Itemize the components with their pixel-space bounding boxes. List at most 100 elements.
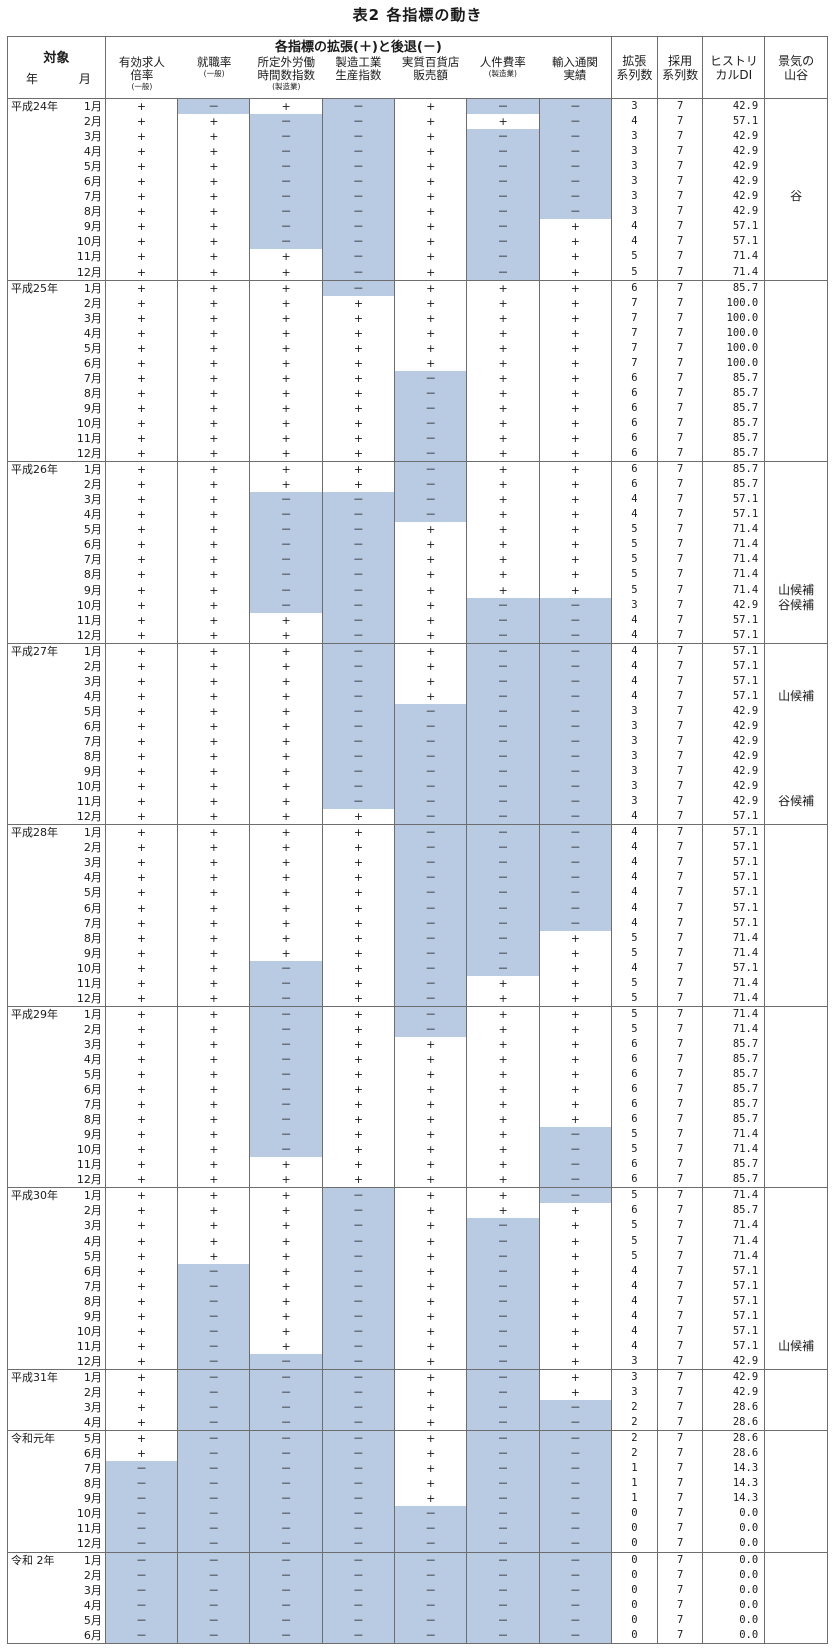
row-month: 11月 bbox=[69, 612, 106, 628]
row-year: 令和 2年 bbox=[7, 1551, 70, 1568]
peak-trough-mark bbox=[764, 1567, 828, 1583]
indicator-sign-cell: + bbox=[104, 1218, 179, 1234]
indicator-sign-cell: + bbox=[249, 415, 323, 432]
indicator-sign-cell: + bbox=[321, 809, 396, 825]
row-year bbox=[7, 385, 70, 401]
indicator-sign-cell: － bbox=[466, 1476, 540, 1492]
expansion-count: 0 bbox=[611, 1582, 658, 1598]
indicator-sign-cell: － bbox=[538, 627, 613, 644]
expansion-count: 4 bbox=[611, 673, 658, 689]
row-month: 3月 bbox=[69, 855, 106, 871]
indicator-sign-cell: － bbox=[321, 794, 396, 810]
indicator-sign-cell: + bbox=[321, 400, 396, 416]
indicator-sign-cell: + bbox=[394, 114, 468, 130]
indicator-sign-cell: － bbox=[249, 1506, 323, 1522]
expansion-count: 4 bbox=[611, 855, 658, 871]
row-year bbox=[7, 567, 70, 583]
row-month: 1月 bbox=[69, 1187, 106, 1204]
row-month: 9月 bbox=[69, 1127, 106, 1143]
table-row: 4月 + + －－－ + +4 7 57.1 bbox=[7, 507, 828, 523]
indicator-sign-cell: + bbox=[104, 340, 179, 356]
indicator-sign-cell: － bbox=[466, 642, 540, 659]
row-month: 10月 bbox=[69, 597, 106, 613]
indicator-sign-cell: + bbox=[321, 325, 396, 341]
expansion-count: 5 bbox=[611, 1187, 658, 1204]
peak-trough-mark bbox=[764, 144, 828, 160]
indicator-sign-cell: － bbox=[394, 794, 468, 810]
indicator-sign-cell: + bbox=[177, 627, 251, 644]
indicator-sign-cell: + bbox=[177, 779, 251, 795]
row-year bbox=[7, 1612, 70, 1628]
row-year: 平成25年 bbox=[7, 279, 70, 296]
indicator-sign-cell: + bbox=[466, 340, 540, 356]
expansion-count: 6 bbox=[611, 1203, 658, 1219]
peak-trough-mark bbox=[764, 355, 828, 371]
indicator-sign-cell: + bbox=[538, 960, 613, 976]
indicator-sign-cell: + bbox=[104, 477, 179, 493]
indicator-sign-cell: － bbox=[394, 824, 468, 841]
peak-trough-mark bbox=[764, 370, 828, 386]
row-month: 6月 bbox=[69, 1263, 106, 1279]
indicator-sign-cell: + bbox=[249, 385, 323, 401]
indicator-sign-cell: + bbox=[104, 174, 179, 190]
peak-trough-mark bbox=[764, 930, 828, 946]
indicator-sign-cell: － bbox=[249, 1384, 323, 1401]
table-row: 6月 + + －－ + + +5 7 71.4 bbox=[7, 537, 828, 553]
expansion-count: 4 bbox=[611, 809, 658, 825]
indicator-sign-cell: － bbox=[321, 1551, 396, 1568]
indicator-sign-cell: － bbox=[538, 642, 613, 659]
indicator-sign-cell: + bbox=[466, 400, 540, 416]
indicator-sign-cell: － bbox=[538, 1627, 613, 1644]
indicator-sign-cell: + bbox=[321, 370, 396, 386]
peak-trough-mark bbox=[764, 325, 828, 341]
indicator-sign-cell: + bbox=[177, 673, 251, 689]
adopted-count: 7 bbox=[656, 1415, 704, 1431]
indicator-sign-cell: + bbox=[538, 1308, 613, 1324]
indicator-sign-cell: － bbox=[249, 1415, 323, 1431]
table-row: 11月 + + + － + －－ 4 7 57.1 bbox=[7, 612, 828, 628]
row-year bbox=[7, 1293, 70, 1309]
indicator-sign-cell: － bbox=[538, 1536, 613, 1552]
indicator-sign-cell: + bbox=[177, 885, 251, 901]
row-year bbox=[7, 129, 70, 145]
table-row: 10月 + － + － + － +4 7 57.1 bbox=[7, 1323, 828, 1339]
indicator-sign-cell: + bbox=[394, 340, 468, 356]
expansion-count: 4 bbox=[611, 824, 658, 841]
expansion-count: 5 bbox=[611, 930, 658, 946]
expansion-count: 5 bbox=[611, 1005, 658, 1022]
historical-di-value: 42.9 bbox=[702, 204, 766, 220]
historical-di-value: 100.0 bbox=[702, 325, 766, 341]
row-year bbox=[7, 1097, 70, 1113]
row-month: 9月 bbox=[69, 219, 106, 235]
row-year bbox=[7, 340, 70, 356]
indicator-sign-cell: － bbox=[466, 1582, 540, 1598]
indicator-sign-cell: + bbox=[104, 915, 179, 931]
indicator-sign-cell: + bbox=[177, 1005, 251, 1022]
indicator-sign-cell: － bbox=[177, 1567, 251, 1583]
table-row: 4月 + + + － + －－ 4 7 57.1 山候補 bbox=[7, 688, 828, 704]
indicator-sign-cell: － bbox=[538, 779, 613, 795]
expansion-count: 3 bbox=[611, 764, 658, 780]
indicator-sign-cell: + bbox=[538, 1368, 613, 1385]
peak-trough-mark bbox=[764, 400, 828, 416]
row-year: 平成24年 bbox=[7, 98, 70, 115]
indicator-sign-cell: － bbox=[538, 1127, 613, 1143]
expansion-count: 3 bbox=[611, 718, 658, 734]
row-month: 5月 bbox=[69, 703, 106, 719]
indicator-sign-cell: + bbox=[177, 1067, 251, 1083]
indicator-sign-cell: － bbox=[538, 1461, 613, 1477]
indicator-sign-cell: + bbox=[177, 1172, 251, 1188]
table-row: 6月 + － + － + － +4 7 57.1 bbox=[7, 1263, 828, 1279]
adopted-count: 7 bbox=[656, 1582, 704, 1598]
historical-di-value: 71.4 bbox=[702, 567, 766, 583]
table-row: 2月 + + －－ + + － 4 7 57.1 bbox=[7, 114, 828, 130]
indicator-sign-cell: + bbox=[394, 1293, 468, 1309]
indicator-sign-cell: － bbox=[466, 945, 540, 961]
row-year bbox=[7, 204, 70, 220]
indicator-sign-cell: － bbox=[321, 144, 396, 160]
indicator-sign-cell: + bbox=[104, 960, 179, 976]
indicator-sign-cell: + bbox=[177, 597, 251, 613]
table-row: 7月 + + － + + + +6 7 85.7 bbox=[7, 1097, 828, 1113]
row-year bbox=[7, 1308, 70, 1324]
row-year bbox=[7, 794, 70, 810]
